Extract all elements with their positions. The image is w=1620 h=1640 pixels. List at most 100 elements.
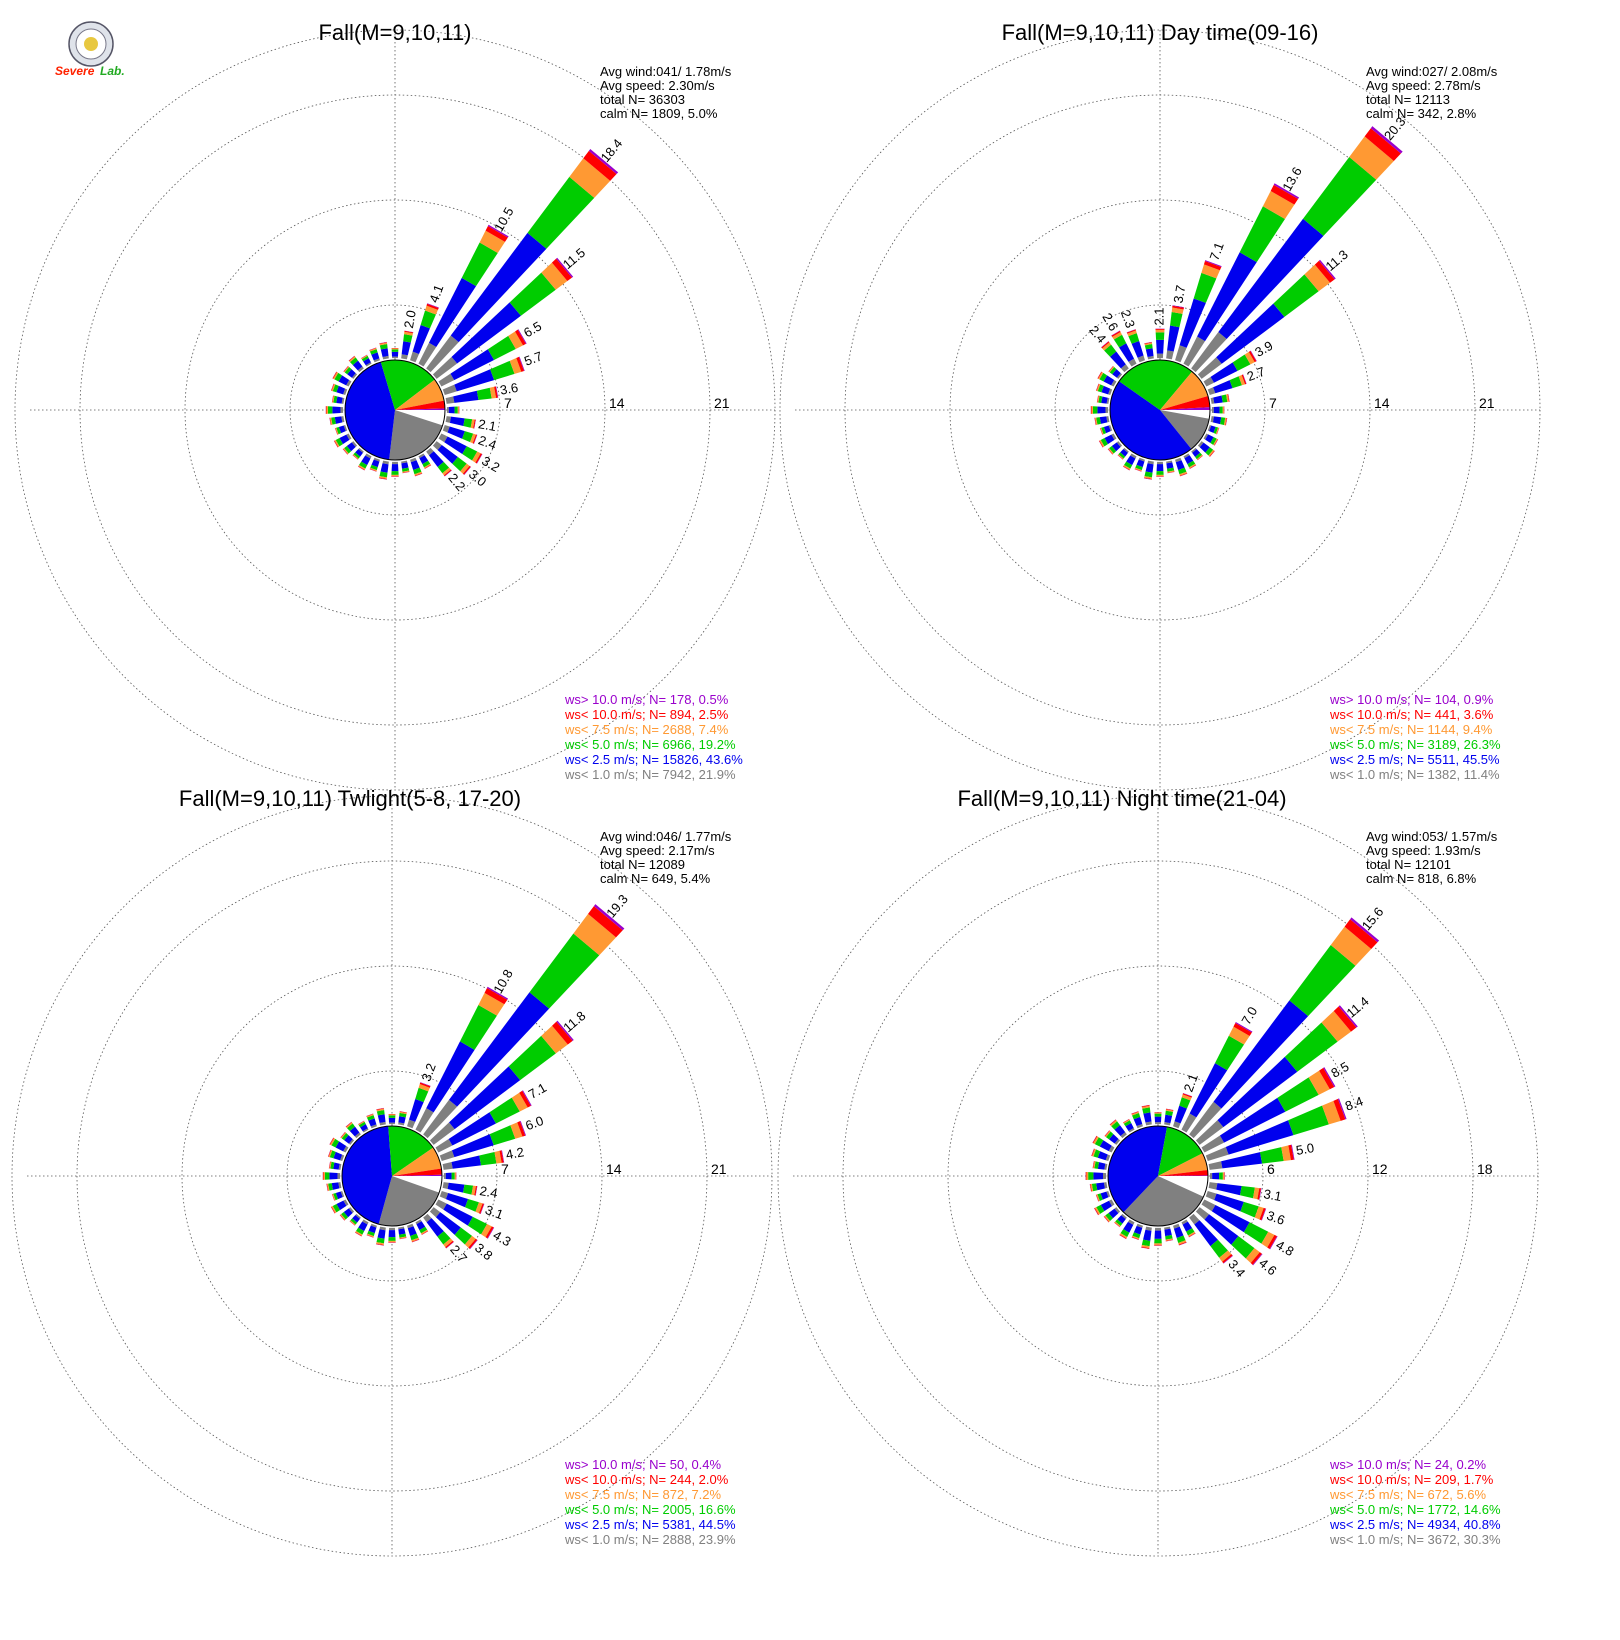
bar-seg-lt1 (365, 362, 372, 367)
bar-seg (467, 1216, 488, 1235)
bar-seg (328, 1149, 333, 1158)
bar-seg (1096, 1204, 1105, 1214)
bar-seg-lt1 (1166, 460, 1173, 464)
legend-entry: ws< 10.0 m/s; N= 441, 3.6% (1329, 707, 1494, 722)
bar-seg (1097, 395, 1100, 403)
range-ring (949, 199, 1371, 621)
bar-value-label: 7.0 (1238, 1004, 1260, 1027)
bar-seg (1349, 136, 1394, 180)
bar-seg-lt1 (443, 1172, 446, 1180)
bar-seg-lt1 (1138, 457, 1145, 462)
bar-seg (1167, 467, 1175, 472)
bar-seg (1108, 448, 1114, 455)
bar-seg (410, 460, 420, 471)
bar-seg (471, 1185, 476, 1196)
bar-seg (330, 1206, 335, 1214)
bar-seg (342, 448, 348, 455)
bar-seg (1156, 464, 1164, 472)
bar-seg (1224, 1172, 1225, 1180)
bar-seg (1123, 464, 1131, 470)
pie-slice (392, 1174, 442, 1176)
bar-seg-lt1 (401, 460, 408, 464)
bar-seg-lt1 (1145, 1121, 1152, 1126)
bar-seg (1235, 1022, 1253, 1033)
bar-seg (1261, 1231, 1275, 1248)
bar-seg (1095, 383, 1099, 391)
bar-seg (1211, 1204, 1250, 1233)
bar-seg (463, 466, 472, 476)
bar-seg-lt1 (379, 1226, 386, 1231)
bar-seg (1141, 1105, 1150, 1108)
bar-seg (409, 1099, 424, 1122)
bar-seg (1093, 1172, 1103, 1180)
bar-seg-lt1 (1102, 1172, 1107, 1180)
bar-seg (1104, 1130, 1110, 1137)
bar-seg (1131, 1111, 1139, 1115)
bar-seg (334, 416, 343, 424)
bar-seg (1338, 1005, 1358, 1028)
bar-seg (349, 1220, 356, 1226)
bar-value-label: 5.7 (522, 348, 544, 368)
bar-seg (1144, 341, 1152, 344)
bar-seg (1141, 1104, 1150, 1107)
bar-seg-lt1 (429, 1207, 441, 1218)
bar-seg (1189, 464, 1197, 469)
bar-seg (448, 406, 455, 414)
bar-seg (519, 1120, 527, 1136)
bar-seg (1154, 1244, 1162, 1246)
bar-seg (402, 471, 410, 474)
bar-seg (1226, 394, 1229, 402)
bar-seg (1107, 448, 1113, 455)
bar-seg (1097, 1162, 1106, 1170)
bar-seg (1126, 329, 1136, 333)
bar-seg (399, 1237, 407, 1240)
bar-seg (516, 356, 525, 372)
bar-seg (426, 303, 439, 310)
bar-seg (333, 1162, 340, 1170)
bar-seg (1131, 341, 1144, 358)
bar-seg (473, 434, 478, 444)
bar-seg-lt1 (1120, 1132, 1127, 1139)
bar-value-label: 3.7 (1170, 284, 1188, 304)
panel-title: Fall(M=9,10,11) Twlight(5-8, 17-20) (179, 786, 521, 811)
bar-seg (424, 465, 432, 469)
bar-seg (1197, 455, 1204, 461)
bar-seg (344, 446, 352, 454)
bar-seg (1091, 1148, 1096, 1157)
bar-seg (399, 1237, 407, 1240)
bar-seg (1117, 1215, 1126, 1224)
bar-seg-lt1 (1181, 1113, 1197, 1133)
bar-value-label: 3.6 (499, 380, 519, 398)
bar-seg (462, 446, 478, 461)
bar-seg (352, 1214, 360, 1223)
bar-seg (1135, 464, 1143, 471)
pie-slice (1158, 1153, 1208, 1176)
bar-seg (1120, 448, 1128, 457)
bar-seg (1288, 1144, 1294, 1161)
bar-seg (1091, 1183, 1098, 1192)
bar-seg (332, 395, 335, 403)
bar-seg (1209, 450, 1215, 457)
bar-value-label: 3.4 (1225, 1257, 1248, 1280)
panel-title: Fall(M=9,10,11) (318, 20, 471, 45)
bar-seg (329, 1161, 332, 1169)
bar-seg (1134, 468, 1142, 472)
bar-seg (588, 906, 623, 938)
bar-seg (1223, 1255, 1233, 1264)
bar-seg (1166, 1108, 1174, 1111)
bar-seg (414, 473, 423, 477)
bar-seg (349, 1220, 356, 1226)
bar-seg (444, 436, 467, 455)
bar-value-label: 4.1 (426, 283, 446, 305)
bar-seg (420, 1082, 431, 1087)
bar-seg (330, 1161, 335, 1169)
bar-seg-lt1 (340, 406, 344, 414)
bar-seg (1094, 417, 1096, 426)
bar-seg (1154, 1113, 1162, 1117)
bar-seg-lt1 (439, 1150, 455, 1161)
bar-seg (376, 1242, 384, 1245)
bar-seg (344, 1135, 353, 1144)
bar-seg (450, 349, 495, 381)
bar-seg (327, 406, 333, 414)
bar-seg-lt1 (355, 1213, 361, 1219)
